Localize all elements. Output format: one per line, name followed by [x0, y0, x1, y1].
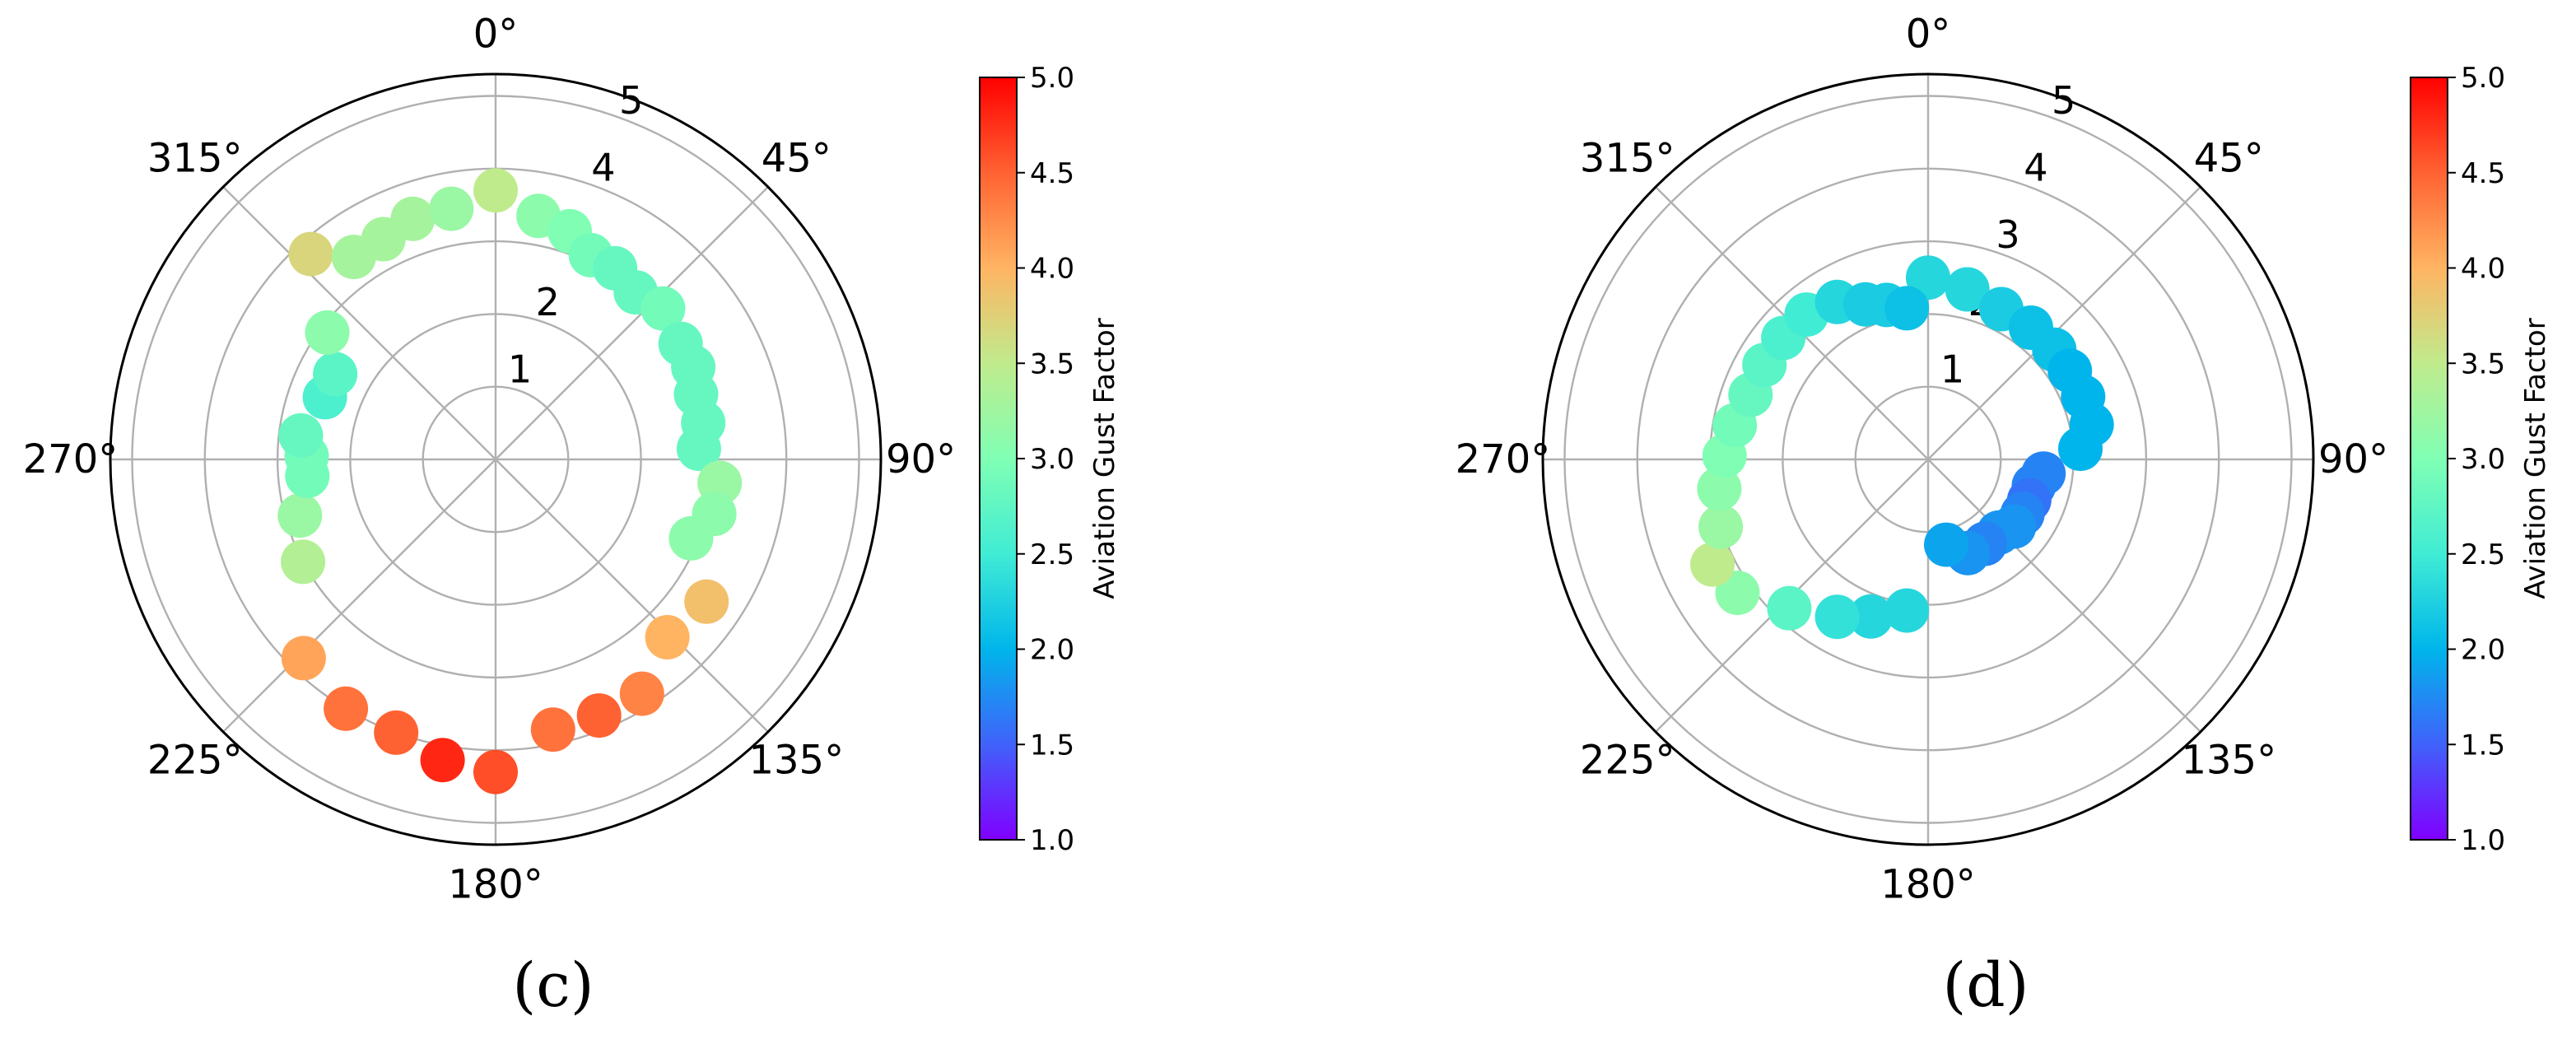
data-point: [645, 615, 690, 659]
r-tick-label: 2: [536, 280, 560, 324]
r-tick-label: 5: [2052, 78, 2075, 123]
data-point: [641, 286, 686, 331]
colorbar-tick-label: 1.0: [1030, 824, 1074, 857]
grid-spoke: [1927, 186, 2201, 460]
data-point: [1945, 267, 1990, 312]
colorbar-tick-label: 3.5: [1030, 347, 1074, 380]
theta-tick-label: 225°: [1580, 737, 1675, 783]
colorbar-label: Aviation Gust Factor: [1088, 318, 1121, 599]
data-point: [676, 426, 721, 472]
colorbar-tick-label: 1.5: [2461, 729, 2505, 762]
r-tick-label: 1: [1940, 347, 1964, 391]
theta-tick-label: 270°: [23, 436, 119, 482]
colorbar-tick-label: 5.0: [1030, 62, 1074, 95]
colorbar-tick-label: 2.0: [2461, 634, 2505, 667]
theta-tick-label: 135°: [748, 737, 844, 783]
colorbar-tick-label: 3.0: [1030, 443, 1074, 476]
colorbar-tick-label: 3.0: [2461, 443, 2505, 476]
theta-tick-label: 45°: [762, 136, 831, 182]
data-point: [1924, 522, 1968, 567]
data-point: [1697, 466, 1742, 511]
grid-spoke: [1927, 459, 2201, 733]
data-point: [305, 310, 350, 355]
grid-spoke: [222, 186, 496, 460]
theta-tick-label: 90°: [886, 436, 956, 482]
data-point: [374, 710, 419, 755]
data-point: [324, 686, 369, 731]
grid-ring: [131, 95, 860, 824]
data-point: [420, 738, 465, 783]
r-tick-label: 5: [619, 78, 643, 123]
polar-frame: [109, 72, 883, 846]
data-point: [1814, 594, 1860, 640]
colorbar-tick-label: 2.5: [1030, 538, 1074, 571]
data-point: [473, 749, 518, 794]
data-point: [1698, 504, 1744, 549]
theta-tick-label: 180°: [448, 862, 543, 908]
colorbar-tick-label: 1.5: [1030, 729, 1074, 762]
data-point: [684, 579, 729, 624]
colorbar-label: Aviation Gust Factor: [2519, 318, 2552, 599]
grid-spoke: [495, 459, 769, 733]
data-point: [313, 352, 358, 397]
panel-label: (c): [512, 950, 594, 1021]
data-point: [277, 493, 323, 538]
data-point: [530, 707, 575, 752]
data-point: [619, 671, 664, 716]
grid-ring: [422, 385, 570, 533]
data-point: [281, 636, 326, 681]
panel-label: (d): [1942, 950, 2029, 1021]
colorbar-tick-label: 4.0: [2461, 253, 2505, 286]
theta-tick-label: 270°: [1456, 436, 1551, 482]
data-point: [1848, 594, 1894, 639]
colorbar: [2410, 77, 2448, 841]
theta-tick-label: 45°: [2194, 136, 2264, 182]
polar-chart-c: 123450°45°90°135°180°225°270°315°1.01.52…: [23, 11, 1121, 1021]
grid-ring: [1563, 95, 2293, 824]
data-point: [1767, 585, 1812, 631]
data-point: [576, 693, 622, 738]
theta-tick-label: 0°: [473, 11, 519, 57]
grid-spoke: [495, 186, 769, 460]
data-point: [668, 515, 714, 561]
colorbar-tick-label: 5.0: [2461, 62, 2505, 95]
colorbar: [979, 77, 1018, 841]
data-point: [473, 168, 518, 213]
colorbar-tick-label: 2.5: [2461, 538, 2505, 571]
data-point: [429, 186, 474, 231]
grid-spoke: [222, 459, 496, 733]
data-point: [281, 539, 326, 585]
grid-ring: [349, 313, 642, 606]
data-point: [1690, 542, 1735, 587]
colorbar-tick-label: 4.0: [1030, 253, 1074, 286]
theta-tick-label: 180°: [1880, 862, 1976, 908]
colorbar-tick-label: 1.0: [2461, 824, 2505, 857]
colorbar-tick-label: 4.5: [2461, 157, 2505, 190]
colorbar-tick-label: 4.5: [1030, 157, 1074, 190]
data-point: [288, 231, 333, 277]
theta-tick-label: 90°: [2318, 436, 2388, 482]
theta-tick-label: 225°: [147, 737, 243, 783]
r-tick-label: 4: [2024, 146, 2047, 190]
grid-ring: [1636, 167, 2220, 752]
data-point: [1884, 588, 1930, 633]
r-tick-label: 3: [1996, 212, 2019, 257]
data-point: [390, 196, 436, 241]
data-point: [1884, 286, 1930, 331]
polar-chart-d: 123450°45°90°135°180°225°270°315°1.01.52…: [1456, 11, 2552, 1021]
colorbar-tick-label: 3.5: [2461, 347, 2505, 380]
data-point: [2058, 426, 2103, 472]
data-point: [278, 412, 324, 458]
theta-tick-label: 0°: [1906, 11, 1951, 57]
polar-frame: [1541, 72, 2315, 846]
r-tick-label: 4: [591, 146, 615, 190]
colorbar-tick-label: 2.0: [1030, 634, 1074, 667]
theta-tick-label: 315°: [1580, 136, 1675, 182]
r-tick-label: 1: [508, 347, 532, 391]
theta-tick-label: 135°: [2181, 737, 2276, 783]
theta-tick-label: 315°: [147, 136, 243, 182]
